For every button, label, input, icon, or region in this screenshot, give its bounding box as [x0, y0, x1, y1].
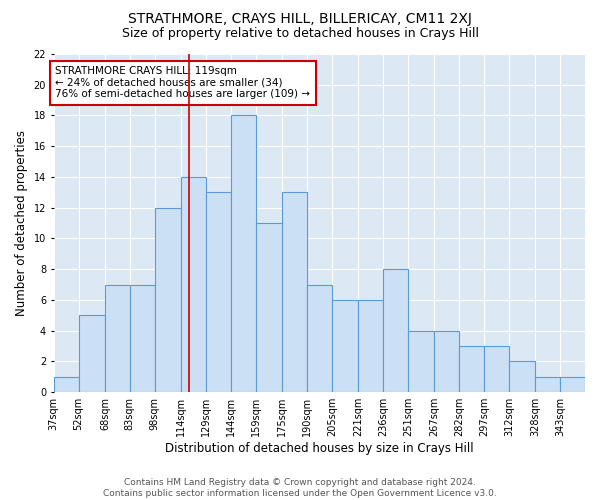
Text: Size of property relative to detached houses in Crays Hill: Size of property relative to detached ho…: [121, 28, 479, 40]
Text: STRATHMORE, CRAYS HILL, BILLERICAY, CM11 2XJ: STRATHMORE, CRAYS HILL, BILLERICAY, CM11…: [128, 12, 472, 26]
Text: Contains HM Land Registry data © Crown copyright and database right 2024.
Contai: Contains HM Land Registry data © Crown c…: [103, 478, 497, 498]
Bar: [560, 377, 585, 392]
Text: STRATHMORE CRAYS HILL: 119sqm
← 24% of detached houses are smaller (34)
76% of s: STRATHMORE CRAYS HILL: 119sqm ← 24% of d…: [55, 66, 310, 100]
Bar: [307, 284, 332, 392]
Bar: [231, 116, 256, 392]
Bar: [130, 284, 155, 392]
Bar: [79, 316, 105, 392]
Bar: [181, 177, 206, 392]
Bar: [408, 330, 434, 392]
Bar: [332, 300, 358, 392]
Bar: [535, 377, 560, 392]
Bar: [434, 330, 459, 392]
Bar: [484, 346, 509, 392]
Bar: [105, 284, 130, 392]
Bar: [155, 208, 181, 392]
Bar: [358, 300, 383, 392]
Bar: [282, 192, 307, 392]
Bar: [206, 192, 231, 392]
Y-axis label: Number of detached properties: Number of detached properties: [15, 130, 28, 316]
X-axis label: Distribution of detached houses by size in Crays Hill: Distribution of detached houses by size …: [165, 442, 473, 455]
Bar: [459, 346, 484, 392]
Bar: [509, 362, 535, 392]
Bar: [383, 269, 408, 392]
Bar: [53, 377, 79, 392]
Bar: [256, 223, 282, 392]
